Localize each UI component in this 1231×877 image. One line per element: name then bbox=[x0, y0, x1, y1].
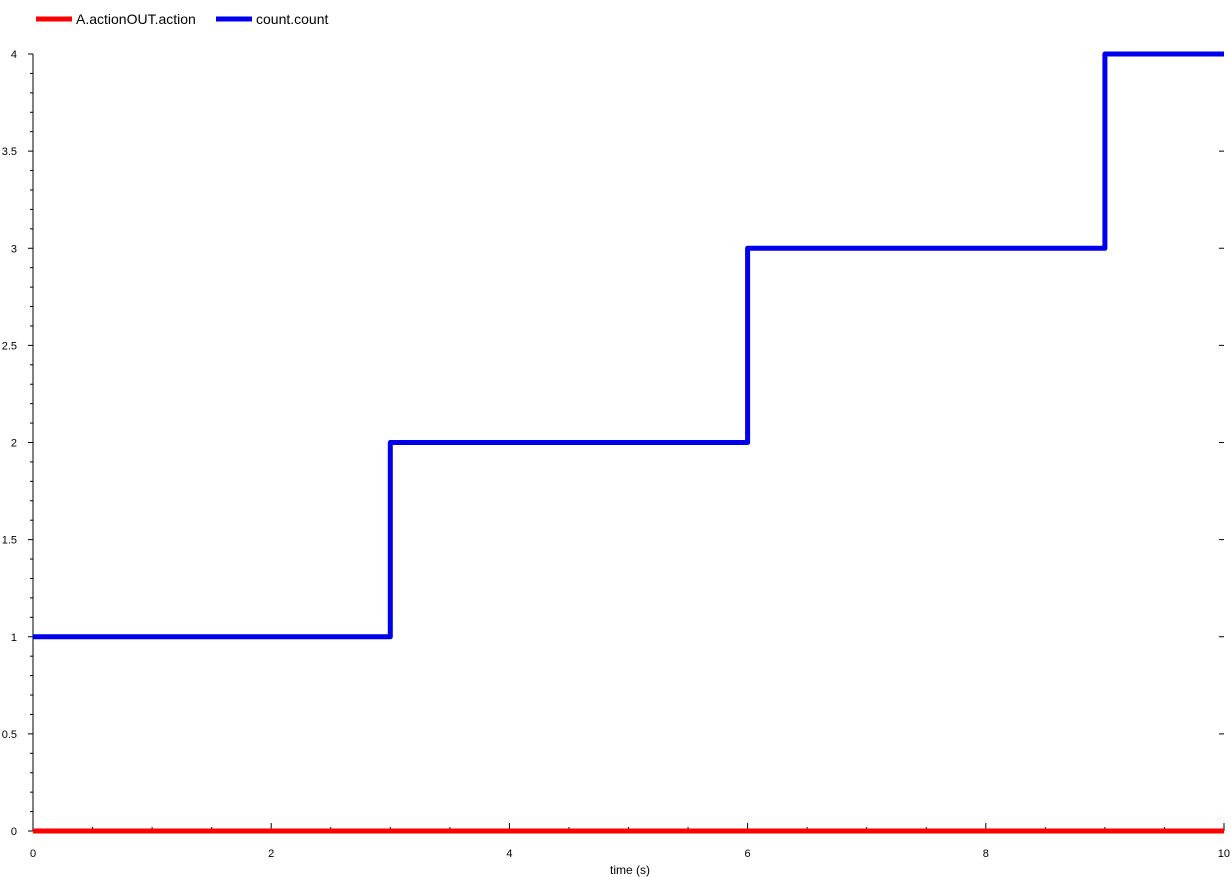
legend-label: count.count bbox=[256, 11, 328, 27]
y-tick-label: 1 bbox=[11, 632, 17, 644]
y-tick-label: 0 bbox=[11, 826, 17, 838]
y-tick-label: 3 bbox=[11, 243, 17, 255]
y-tick-label: 1.5 bbox=[2, 535, 17, 547]
x-tick-label: 10 bbox=[1218, 848, 1230, 860]
y-tick-label: 4 bbox=[11, 49, 17, 61]
x-tick-label: 8 bbox=[983, 848, 989, 860]
legend: A.actionOUT.action count.count bbox=[36, 11, 328, 27]
y-tick-label: 2.5 bbox=[2, 340, 17, 352]
x-tick-label: 2 bbox=[268, 848, 274, 860]
x-tick-label: 6 bbox=[745, 848, 751, 860]
y-tick-label: 0.5 bbox=[2, 729, 17, 741]
x-tick-label: 4 bbox=[506, 848, 512, 860]
x-axis-title: time (s) bbox=[610, 863, 650, 877]
series-layer bbox=[33, 51, 1224, 834]
series-line-count-count bbox=[33, 51, 1224, 640]
y-tick-label: 3.5 bbox=[2, 146, 17, 158]
y-tick-label: 2 bbox=[11, 438, 17, 450]
ticks: 0 0.5 1 1.5 2 2.5 3 3.5 4 0 2 4 6 8 10 bbox=[2, 49, 1230, 860]
legend-label: A.actionOUT.action bbox=[76, 11, 196, 27]
x-tick-label: 0 bbox=[30, 848, 36, 860]
